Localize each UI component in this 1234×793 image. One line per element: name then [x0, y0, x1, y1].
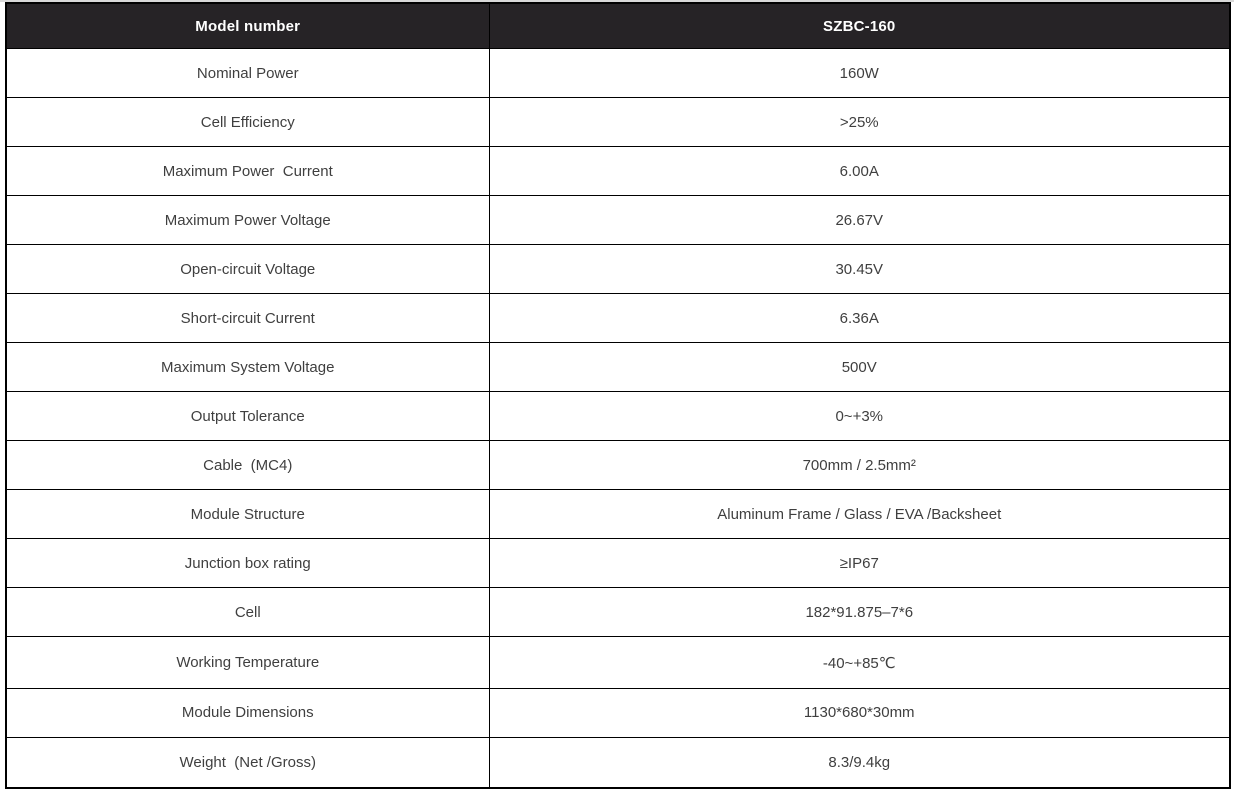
spec-value: Aluminum Frame / Glass / EVA /Backsheet	[488, 489, 1231, 540]
spec-value: 6.36A	[488, 293, 1231, 344]
spec-label: Maximum Power Current	[5, 146, 490, 197]
table-row: Open-circuit Voltage 30.45V	[5, 244, 1231, 295]
header-row: Model number SZBC-160	[5, 2, 1231, 49]
table-row: Working Temperature -40~+85℃	[5, 636, 1231, 689]
spec-label: Cell Efficiency	[5, 97, 490, 148]
spec-label: Working Temperature	[5, 636, 490, 689]
spec-value: >25%	[488, 97, 1231, 148]
spec-label: Weight (Net /Gross)	[5, 736, 490, 789]
spec-label: Cell	[5, 587, 490, 638]
spec-value: 182*91.875–7*6	[488, 587, 1231, 638]
spec-value: 26.67V	[488, 195, 1231, 246]
table-row: Nominal Power 160W	[5, 47, 1231, 99]
spec-label: Maximum Power Voltage	[5, 195, 490, 246]
table-row: Output Tolerance 0~+3%	[5, 391, 1231, 442]
spec-value: 700mm / 2.5mm²	[488, 440, 1231, 491]
table-row: Maximum Power Current 6.00A	[5, 146, 1231, 197]
spec-label: Junction box rating	[5, 538, 490, 589]
spec-value: 160W	[488, 47, 1231, 99]
table-row: Cable (MC4) 700mm / 2.5mm²	[5, 440, 1231, 491]
header-model-number-label: Model number	[5, 2, 490, 49]
header-model-number-value: SZBC-160	[488, 2, 1231, 49]
spec-label: Nominal Power	[5, 47, 490, 99]
spec-value: 500V	[488, 342, 1231, 393]
spec-label: Output Tolerance	[5, 391, 490, 442]
spec-label: Module Dimensions	[5, 687, 490, 738]
spec-value: 8.3/9.4kg	[488, 736, 1231, 789]
spec-value: ≥IP67	[488, 538, 1231, 589]
spec-table: Model number SZBC-160 Nominal Power 160W…	[5, 2, 1231, 789]
spec-value: 1130*680*30mm	[488, 687, 1231, 738]
spec-value: -40~+85℃	[488, 636, 1231, 689]
spec-label: Open-circuit Voltage	[5, 244, 490, 295]
spec-value: 0~+3%	[488, 391, 1231, 442]
table-row: Short-circuit Current 6.36A	[5, 293, 1231, 344]
spec-label: Cable (MC4)	[5, 440, 490, 491]
spec-value: 6.00A	[488, 146, 1231, 197]
table-row: Weight (Net /Gross) 8.3/9.4kg	[5, 736, 1231, 789]
spec-label: Module Structure	[5, 489, 490, 540]
spec-label: Short-circuit Current	[5, 293, 490, 344]
top-divider	[0, 0, 1234, 2]
table-row: Maximum System Voltage 500V	[5, 342, 1231, 393]
table-row: Module Dimensions 1130*680*30mm	[5, 687, 1231, 738]
spec-label: Maximum System Voltage	[5, 342, 490, 393]
table-row: Maximum Power Voltage 26.67V	[5, 195, 1231, 246]
table-row: Junction box rating ≥IP67	[5, 538, 1231, 589]
spec-value: 30.45V	[488, 244, 1231, 295]
table-row: Module Structure Aluminum Frame / Glass …	[5, 489, 1231, 540]
table-row: Cell 182*91.875–7*6	[5, 587, 1231, 638]
table-row: Cell Efficiency >25%	[5, 97, 1231, 148]
